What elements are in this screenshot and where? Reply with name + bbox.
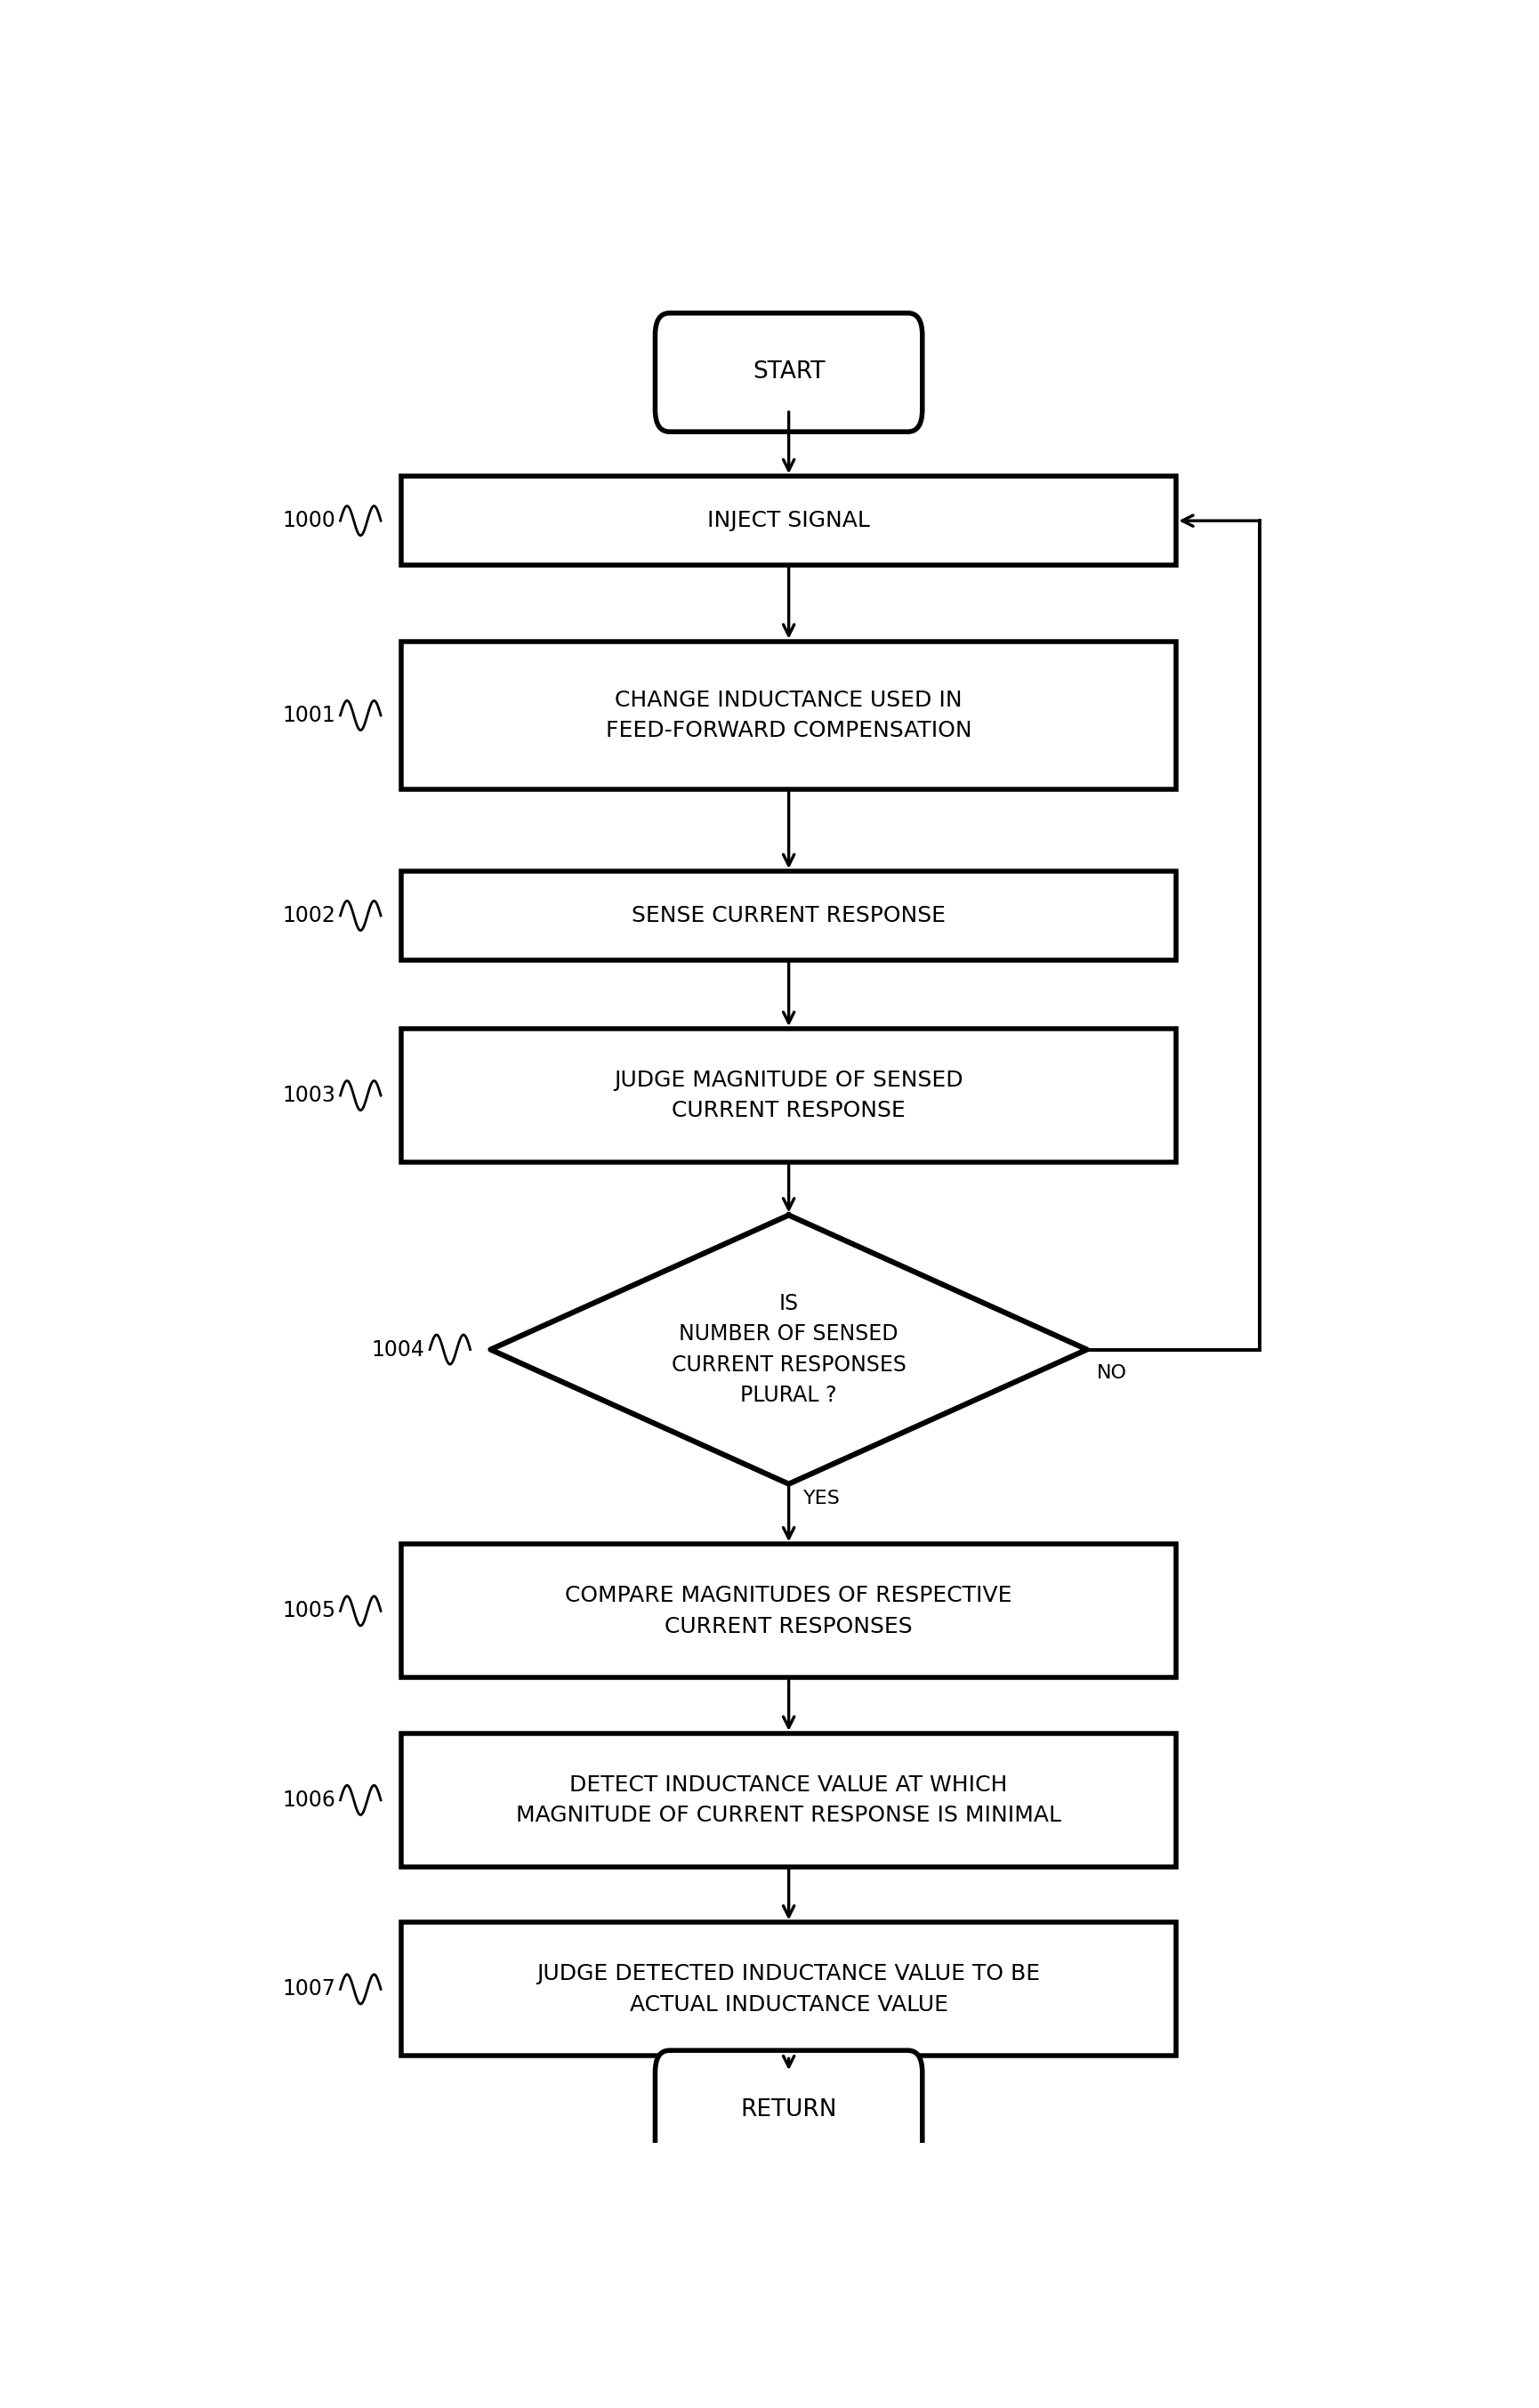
Text: RETURN: RETURN (740, 2097, 837, 2121)
FancyBboxPatch shape (656, 2052, 922, 2170)
Polygon shape (491, 1216, 1087, 1483)
Text: NO: NO (1096, 1365, 1127, 1382)
Text: COMPARE MAGNITUDES OF RESPECTIVE
CURRENT RESPONSES: COMPARE MAGNITUDES OF RESPECTIVE CURRENT… (565, 1584, 1013, 1637)
Bar (402, 1028, 1176, 1163)
Bar (402, 641, 1176, 790)
Text: CHANGE INDUCTANCE USED IN
FEED-FORWARD COMPENSATION: CHANGE INDUCTANCE USED IN FEED-FORWARD C… (606, 689, 971, 742)
Bar (402, 1734, 1176, 1866)
Bar (402, 1544, 1176, 1678)
Text: START: START (753, 361, 825, 383)
Text: 1000: 1000 (282, 510, 336, 532)
Text: INJECT SIGNAL: INJECT SIGNAL (708, 510, 870, 532)
FancyBboxPatch shape (656, 313, 922, 431)
Text: 1005: 1005 (282, 1601, 336, 1621)
Text: IS
NUMBER OF SENSED
CURRENT RESPONSES
PLURAL ?: IS NUMBER OF SENSED CURRENT RESPONSES PL… (671, 1293, 906, 1406)
Text: JUDGE MAGNITUDE OF SENSED
CURRENT RESPONSE: JUDGE MAGNITUDE OF SENSED CURRENT RESPON… (614, 1069, 963, 1122)
Bar (402, 872, 1176, 961)
Text: YES: YES (803, 1491, 840, 1507)
Text: 1006: 1006 (282, 1789, 336, 1811)
Bar (402, 1922, 1176, 2056)
Text: 1001: 1001 (282, 706, 336, 727)
Bar (402, 477, 1176, 566)
Text: SENSE CURRENT RESPONSE: SENSE CURRENT RESPONSE (631, 905, 946, 927)
Text: DETECT INDUCTANCE VALUE AT WHICH
MAGNITUDE OF CURRENT RESPONSE IS MINIMAL: DETECT INDUCTANCE VALUE AT WHICH MAGNITU… (516, 1775, 1062, 1825)
Text: 1003: 1003 (282, 1086, 336, 1105)
Text: 1002: 1002 (282, 905, 336, 927)
Text: 1007: 1007 (282, 1979, 336, 2001)
Text: 1004: 1004 (372, 1339, 425, 1361)
Text: JUDGE DETECTED INDUCTANCE VALUE TO BE
ACTUAL INDUCTANCE VALUE: JUDGE DETECTED INDUCTANCE VALUE TO BE AC… (537, 1963, 1040, 2015)
